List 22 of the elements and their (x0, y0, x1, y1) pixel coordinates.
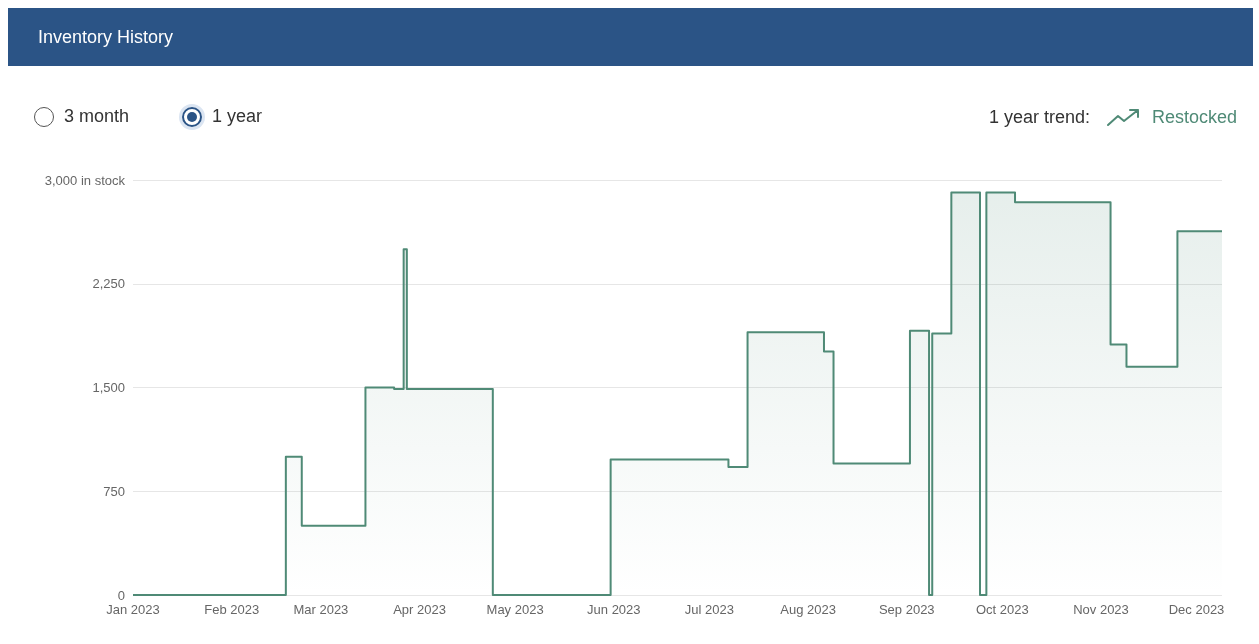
x-tick-label: Jun 2023 (587, 602, 641, 617)
text: 1 year trend: (988, 106, 1090, 128)
x-tick-label: Apr 2023 (393, 602, 446, 617)
y-tick-label: 1,500 (92, 380, 125, 395)
y-tick-label: 2,250 (92, 276, 125, 292)
x-tick-label: Jul 2023 (684, 602, 734, 617)
text: 3 month (64, 106, 130, 127)
x-tick-label: Nov 2023 (1073, 602, 1129, 617)
x-tick-label: Feb 2023 (204, 602, 260, 617)
text: 1 year (212, 106, 263, 127)
x-tick-label: May 2023 (486, 602, 544, 617)
x-tick-label: Jan 2023 (106, 602, 160, 617)
x-tick-label: Dec 2023 (1168, 602, 1225, 617)
chart-title: Inventory History (8, 8, 1253, 66)
x-tick-label: Mar 2023 (293, 602, 349, 617)
y-tick-label: 3,000 in stock (44, 172, 126, 188)
x-tick-label: Aug 2023 (780, 602, 836, 617)
text: Restocked (1151, 106, 1237, 128)
y-tick-label: 0 (117, 587, 125, 603)
y-tick-label: 750 (103, 483, 125, 499)
x-tick-label: Sep 2023 (878, 602, 935, 617)
x-tick-label: Oct 2023 (975, 602, 1029, 617)
